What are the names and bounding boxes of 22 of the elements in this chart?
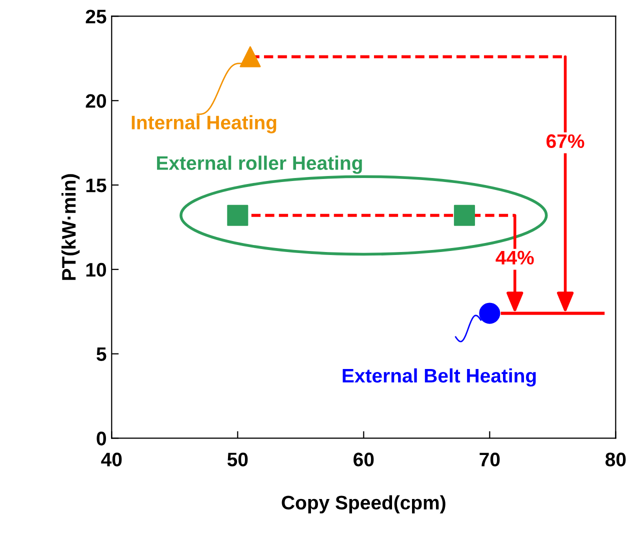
x-axis-title: Copy Speed(cpm)	[282, 495, 446, 514]
y-axis-title: PT(kW·min)	[61, 174, 80, 280]
point	[479, 302, 500, 324]
point	[454, 204, 475, 226]
point	[240, 46, 261, 68]
x-tick-label: 40	[101, 452, 122, 466]
x-tick-label: 70	[480, 452, 500, 466]
y-tick-label: 0	[96, 432, 106, 446]
x-tick-label: 50	[227, 452, 248, 466]
x-tick-label: 80	[605, 452, 626, 466]
y-tick-label: 25	[86, 10, 106, 24]
y-tick-label: 5	[96, 347, 106, 362]
x-tick-label: 60	[354, 452, 374, 466]
point	[227, 204, 248, 226]
text: External Belt Heating	[342, 368, 536, 387]
y-tick-label: 20	[86, 94, 106, 108]
y-tick-label: 10	[86, 262, 106, 277]
text: Internal Heating	[132, 115, 276, 134]
y-tick-label: 15	[86, 178, 106, 192]
text: External roller Heating	[157, 156, 362, 174]
annotation: 44%	[496, 250, 534, 264]
annotation: 67%	[546, 134, 584, 148]
